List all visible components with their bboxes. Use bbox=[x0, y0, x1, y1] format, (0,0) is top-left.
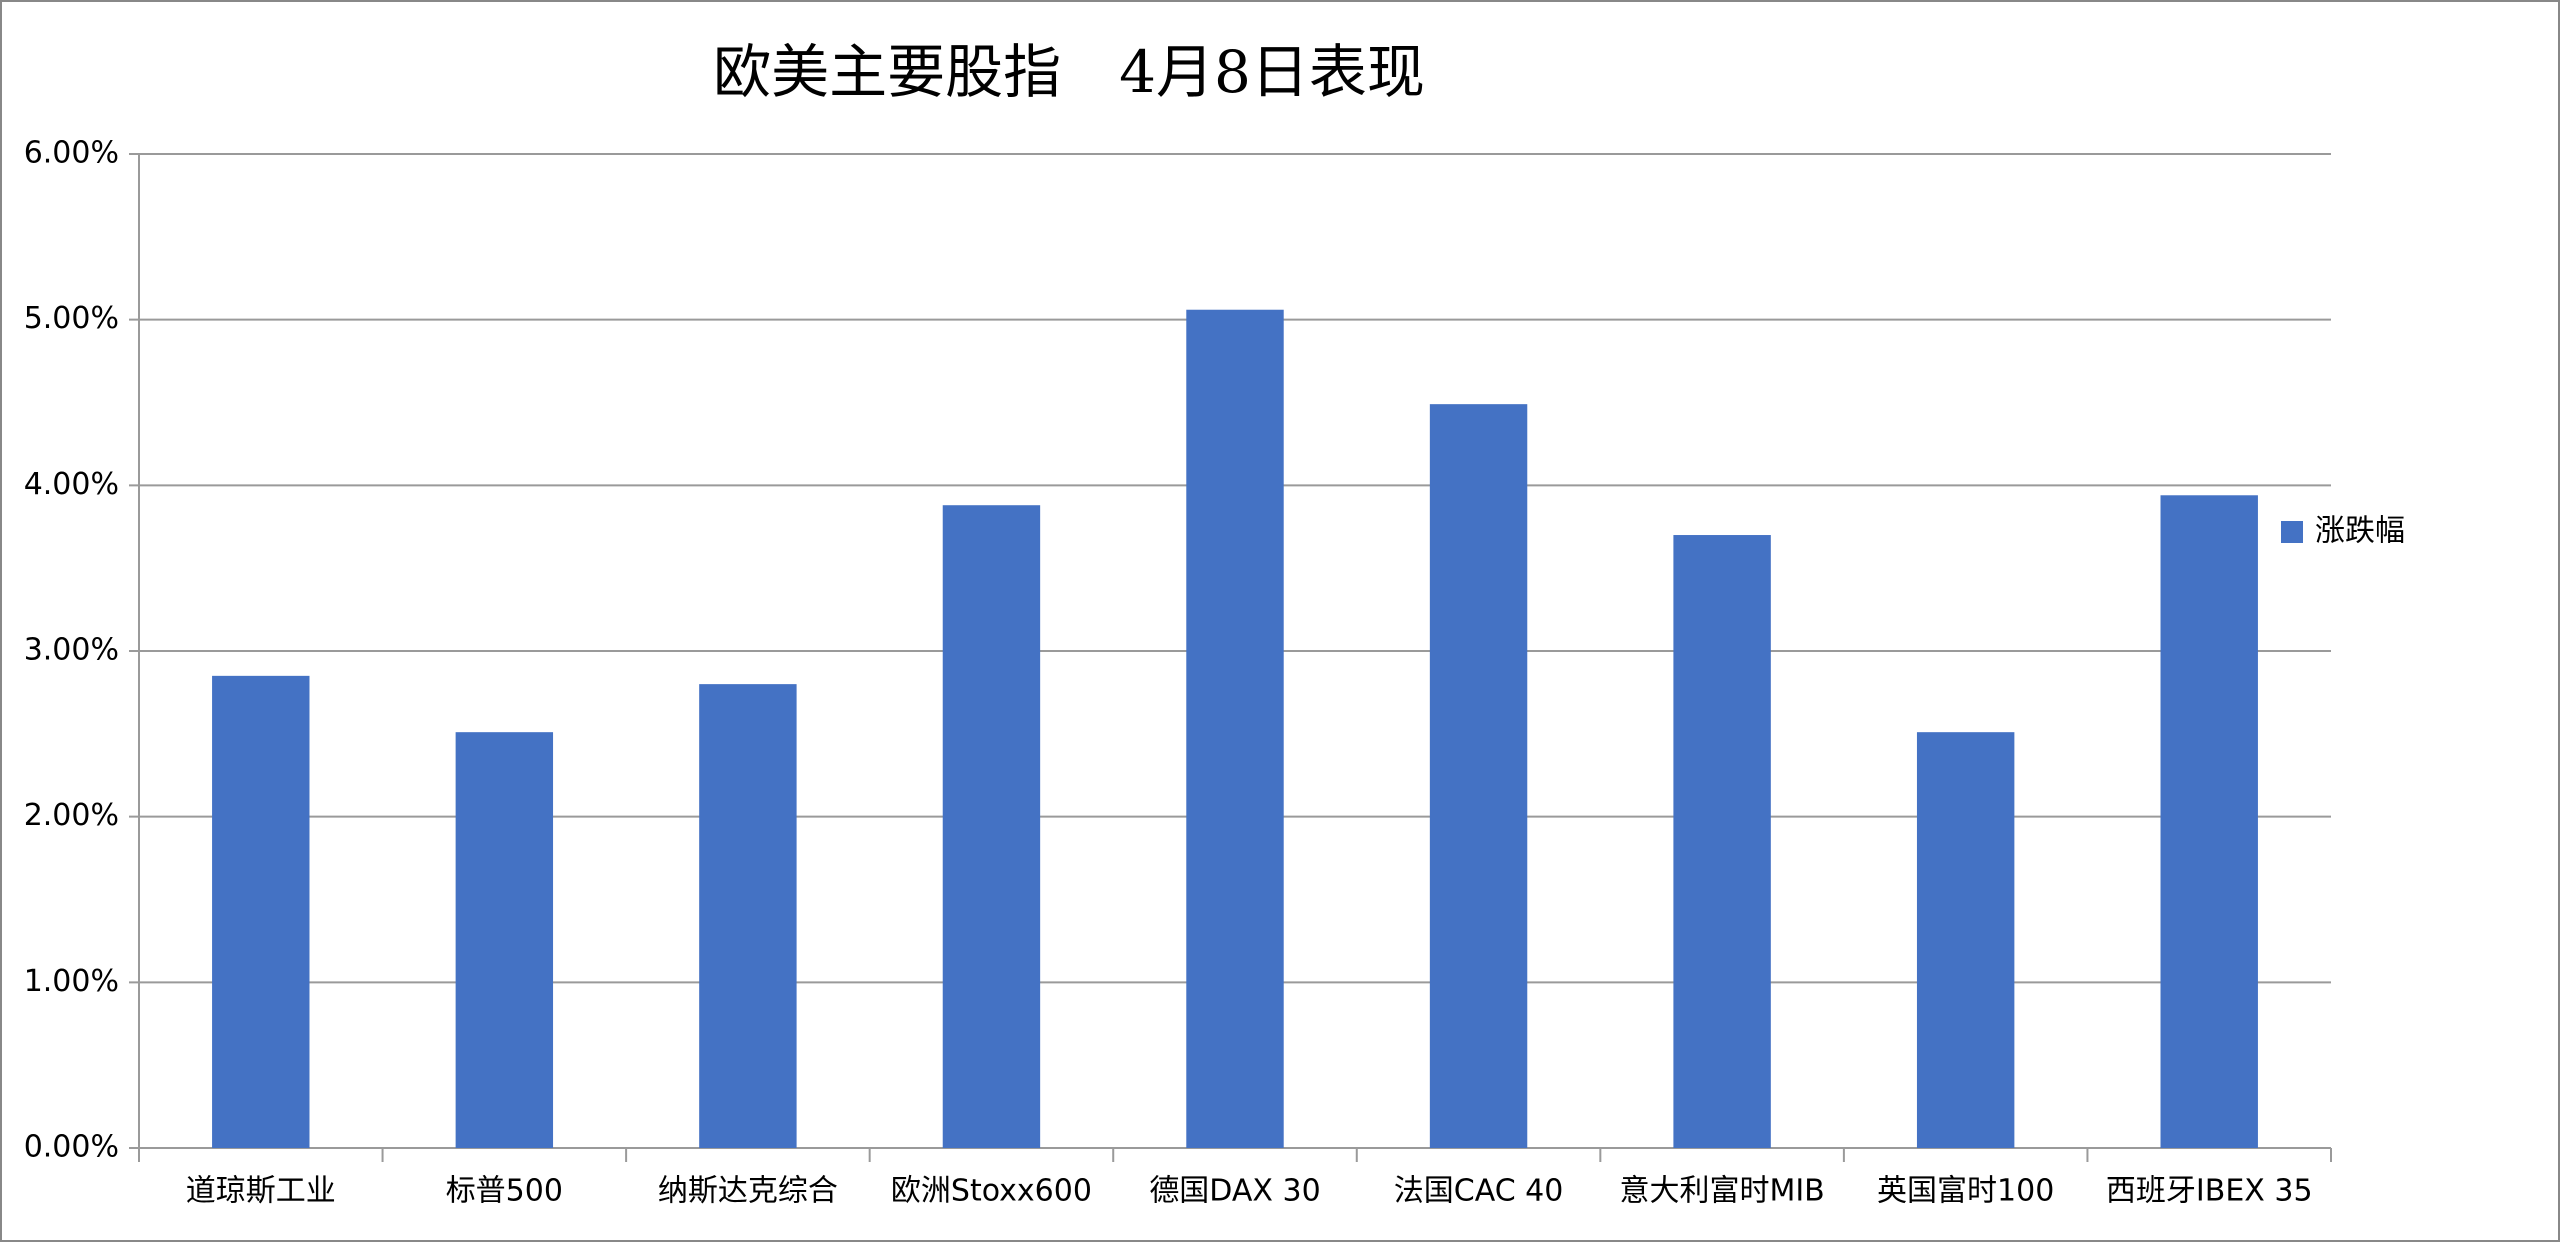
y-tick-label: 6.00% bbox=[24, 136, 119, 171]
bar bbox=[1673, 535, 1771, 1148]
y-tick-label: 5.00% bbox=[24, 301, 119, 336]
y-tick-label: 3.00% bbox=[24, 633, 119, 668]
y-tick-label: 2.00% bbox=[24, 798, 119, 833]
bar bbox=[942, 505, 1041, 1148]
bar bbox=[212, 675, 310, 1148]
y-tick-label: 1.00% bbox=[24, 964, 119, 999]
bar bbox=[1916, 732, 2015, 1148]
x-tick-label: 欧洲Stoxx600 bbox=[891, 1174, 1092, 1209]
x-tick-label: 西班牙IBEX 35 bbox=[2106, 1174, 2313, 1209]
x-tick-label: 标普500 bbox=[446, 1174, 563, 1209]
y-tick-label: 4.00% bbox=[24, 467, 119, 502]
x-tick-label: 德国DAX 30 bbox=[1149, 1174, 1320, 1209]
chart-title: 欧美主要股指 4月8日表现 bbox=[713, 38, 1425, 106]
bar bbox=[1429, 404, 1528, 1148]
legend-label: 涨跌幅 bbox=[2315, 514, 2405, 549]
x-tick-label: 英国富时100 bbox=[1877, 1174, 2054, 1209]
x-tick-label: 意大利富时MIB bbox=[1619, 1174, 1824, 1209]
bar bbox=[455, 732, 554, 1148]
y-tick-label: 0.00% bbox=[24, 1130, 119, 1165]
bar bbox=[699, 684, 797, 1148]
x-tick-label: 道琼斯工业 bbox=[186, 1174, 336, 1209]
x-tick-label: 纳斯达克综合 bbox=[658, 1174, 838, 1209]
legend-swatch bbox=[2281, 521, 2303, 543]
bar bbox=[2160, 495, 2258, 1149]
x-tick-label: 法国CAC 40 bbox=[1394, 1174, 1564, 1209]
bar bbox=[1186, 309, 1284, 1148]
